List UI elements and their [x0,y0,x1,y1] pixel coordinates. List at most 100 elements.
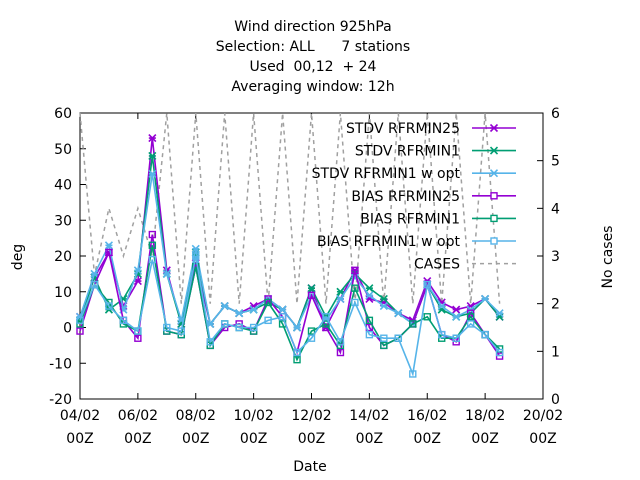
x-tick-label-2-8: 00Z [529,431,556,447]
series-5-point-2 [105,302,113,310]
series-2-point-18 [336,294,345,303]
title-line-3: Used 00,12 + 24 [250,59,377,75]
series-1-point-20 [365,284,374,293]
title-line-2: Selection: ALL 7 stations [216,39,410,55]
y2-axis-label: No cases [600,226,616,289]
series-3-point-18 [336,348,345,357]
series-2-point-11 [235,309,244,318]
series-5-point-23 [409,370,417,378]
y-tick-label-5: 30 [54,213,72,229]
series-5-point-15 [293,348,301,357]
x-tick-label-2-6: 00Z [414,431,441,447]
x-tick-label-2: 08/02 [176,408,216,424]
series-4-point-23 [409,320,417,328]
series-5-point-0 [76,316,84,325]
series-5-point-16 [307,334,316,342]
series-2-point-6 [162,269,171,278]
series-5-point-6 [163,323,171,332]
x-tick-label-7: 18/02 [465,408,505,424]
legend-marker-1 [489,146,499,155]
series-2-point-4 [133,266,142,275]
series-5-point-21 [380,334,388,342]
y-tick-label-1: -10 [49,356,72,372]
y-tick-label-4: 20 [54,249,72,265]
series-2-point-1 [90,269,99,278]
series-4-point-21 [380,341,388,350]
x-tick-label-2-4: 00Z [298,431,325,447]
series-2-point-5 [148,169,157,178]
chart-title: Wind direction 925hPa Selection: ALL 7 s… [216,19,410,95]
series-3-point-19 [351,266,359,274]
series-1-point-16 [307,284,316,293]
x-tick-label-2-0: 00Z [66,431,93,447]
series-2-point-14 [278,305,287,314]
series-2-point-10 [220,301,229,311]
x-tick-label-8: 20/02 [523,408,563,424]
series-5-point-20 [365,330,374,339]
legend-label-4: BIAS RFRMIN1 [360,211,460,227]
series-6 [79,112,501,304]
legend-label-3: BIAS RFRMIN25 [351,189,460,205]
legend-marker-5 [490,237,498,245]
x-tick-label-5: 14/02 [349,408,389,424]
series-2-point-8 [191,244,200,253]
series-5 [76,252,504,378]
series-2-point-29 [495,309,504,318]
series-3-point-2 [105,248,113,257]
series-4-point-15 [293,355,301,364]
y-axis-label: deg [10,244,26,270]
series-1-point-21 [379,294,388,303]
series-2-point-25 [437,301,446,311]
x-tick-label-2-5: 00Z [356,431,383,447]
legend-item-4: BIAS RFRMIN1 [360,211,516,227]
series-0-point-5 [148,133,157,143]
legend-item-6: CASES [414,257,516,273]
y2-tick-label-6: 6 [551,106,560,122]
x-axis-label: Date [293,459,326,475]
series-0-point-26 [452,305,461,314]
series-5-point-10 [220,320,229,328]
series-5-point-9 [206,338,214,346]
series-2-point-15 [292,323,302,332]
series-2-point-21 [379,301,388,311]
y2-tick-label-4: 4 [551,201,560,217]
legend-label-2: STDV RFRMIN1 w opt [312,166,461,182]
series-5-point-22 [394,334,403,342]
series-5-point-24 [423,280,431,289]
y2-tick-label-0: 0 [551,392,560,408]
series-5-point-12 [249,323,258,332]
legend-label-5: BIAS RFRMIN1 w opt [317,234,461,250]
y-tick-label-2: 0 [63,321,72,337]
legend-marker-3 [490,192,498,200]
legend-label-1: STDV RFRMIN1 [355,144,460,160]
series-4-point-19 [351,284,359,292]
x-tick-label-6: 16/02 [407,408,447,424]
series-5-point-14 [278,313,287,321]
legend-marker-2 [489,169,499,178]
series-5-point-11 [235,323,243,332]
series-4-point-8 [192,263,200,271]
series-line-6 [79,112,501,304]
y2-tick-label-2: 2 [551,297,560,313]
series-2-point-22 [394,309,403,318]
series-5-point-3 [119,316,128,325]
title-line-1: Wind direction 925hPa [234,19,391,35]
legend-marker-0 [489,123,499,133]
y2-tick-label-3: 3 [551,249,560,265]
x-tick-label-1: 06/02 [118,408,158,424]
x-tick-label-0: 04/02 [60,408,100,424]
legend-item-1: STDV RFRMIN1 [355,144,516,160]
x-tick-label-4: 12/02 [291,408,331,424]
series-1-point-5 [148,151,157,160]
series-5-point-1 [90,280,99,289]
y2-tick-label-1: 1 [551,344,560,360]
legend-item-3: BIAS RFRMIN25 [351,189,516,205]
legend: STDV RFRMIN25 STDV RFRMIN1 STDV RFRMIN1 w … [312,121,516,273]
y2-tick-label-5: 5 [551,154,560,170]
x-tick-label-2-3: 00Z [240,431,267,447]
series-5-point-28 [481,330,489,339]
series-2-point-2 [104,241,114,250]
series-2-point-26 [452,312,461,321]
series-5-point-5 [148,255,157,264]
